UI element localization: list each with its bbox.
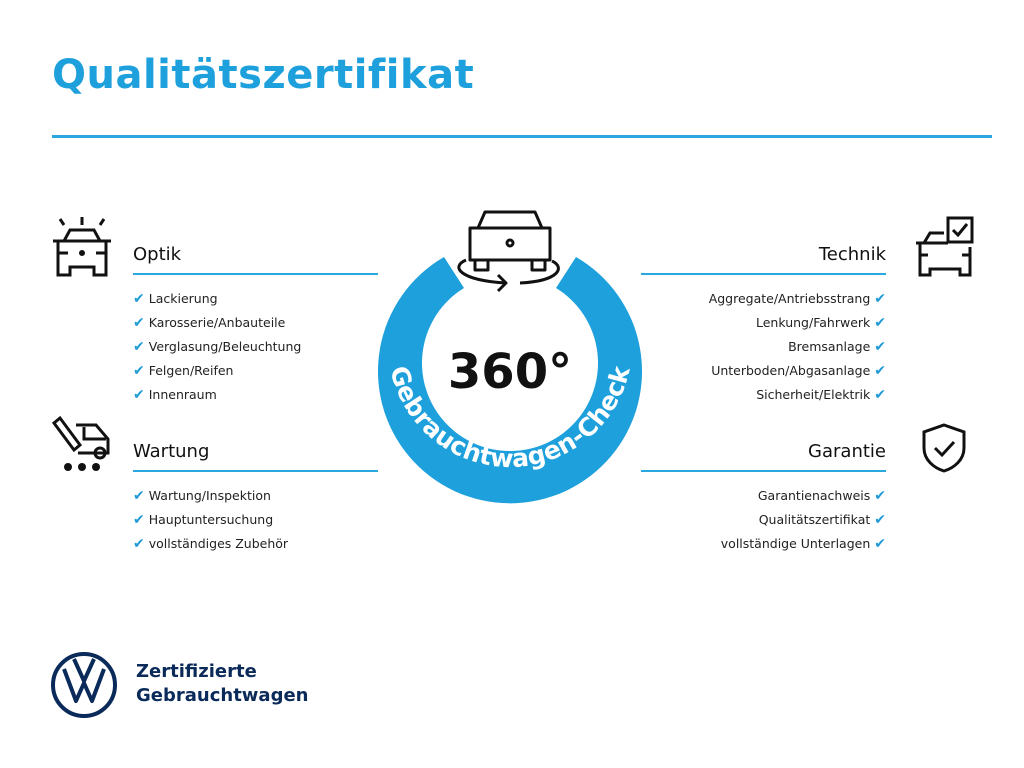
check-icon: ✔ [133, 387, 145, 403]
list-item: ✔ Felgen/Reifen [133, 363, 234, 379]
check-icon: ✔ [133, 363, 145, 379]
car-checkbox-icon [916, 216, 974, 277]
check-icon: ✔ [874, 339, 886, 355]
360-check-badge: Gebrauchtwagen-Check 360° [378, 210, 642, 504]
list-item: ✔ Wartung/Inspektion [133, 488, 271, 504]
check-icon: ✔ [874, 512, 886, 528]
list-item: Sicherheit/Elektrik ✔ [756, 387, 886, 403]
section-divider [133, 470, 378, 472]
section-divider [133, 273, 378, 275]
car-lights-icon [53, 217, 111, 277]
check-icon: ✔ [874, 488, 886, 504]
check-icon: ✔ [874, 387, 886, 403]
list-item: ✔ Karosserie/Anbauteile [133, 315, 286, 331]
section-technik: Technik Aggregate/Antriebsstrang ✔ Lenkun… [641, 243, 886, 407]
section-garantie: Garantie Garantienachweis ✔ Qualitätszert… [641, 440, 886, 556]
section-divider [641, 273, 886, 275]
list-item: Garantienachweis ✔ [757, 488, 886, 504]
check-icon: ✔ [133, 291, 145, 307]
list-item: ✔ Verglasung/Beleuchtung [133, 339, 302, 355]
list-item: Aggregate/Antriebsstrang ✔ [708, 291, 886, 307]
list-item: ✔ Hauptuntersuchung [133, 512, 274, 528]
check-icon: ✔ [133, 536, 145, 552]
section-divider [641, 470, 886, 472]
brand-label: Zertifizierte Gebrauchtwagen [136, 660, 308, 708]
check-icon: ✔ [874, 536, 886, 552]
check-icon: ✔ [133, 488, 145, 504]
brand-line1: Zertifizierte [136, 661, 257, 682]
list-item: Lenkung/Fahrwerk ✔ [756, 315, 886, 331]
section-title: Technik [818, 244, 886, 265]
list-item: vollständige Unterlagen ✔ [720, 536, 886, 552]
list-item: Bremsanlage ✔ [788, 339, 886, 355]
check-icon: ✔ [133, 339, 145, 355]
vw-logo [51, 652, 117, 718]
service-van-icon [51, 415, 110, 471]
section-optik: Optik ✔ Lackierung ✔ Karosserie/Anbauteile… [133, 243, 378, 407]
check-icon: ✔ [874, 315, 886, 331]
check-icon: ✔ [874, 363, 886, 379]
brand-line2: Gebrauchtwagen [136, 685, 309, 706]
ring [378, 257, 642, 504]
check-icon: ✔ [874, 291, 886, 307]
section-title: Wartung [133, 441, 210, 462]
list-item: Qualitätszertifikat ✔ [758, 512, 886, 528]
section-title: Optik [133, 244, 182, 265]
car-rotate-icon [457, 210, 560, 293]
list-item: ✔ vollständiges Zubehör [133, 536, 289, 552]
section-wartung: Wartung ✔ Wartung/Inspektion ✔ Hauptunters… [133, 440, 378, 556]
page-title: Qualitätszertifikat [52, 52, 475, 98]
title-divider [52, 135, 992, 138]
list-item: ✔ Innenraum [133, 387, 217, 403]
list-item: ✔ Lackierung [133, 291, 218, 307]
check-icon: ✔ [133, 512, 145, 528]
list-item: Unterboden/Abgasanlage ✔ [711, 363, 886, 379]
360-label: 360° [448, 344, 572, 400]
section-title: Garantie [808, 441, 886, 462]
check-icon: ✔ [133, 315, 145, 331]
shield-check-icon [922, 423, 966, 473]
